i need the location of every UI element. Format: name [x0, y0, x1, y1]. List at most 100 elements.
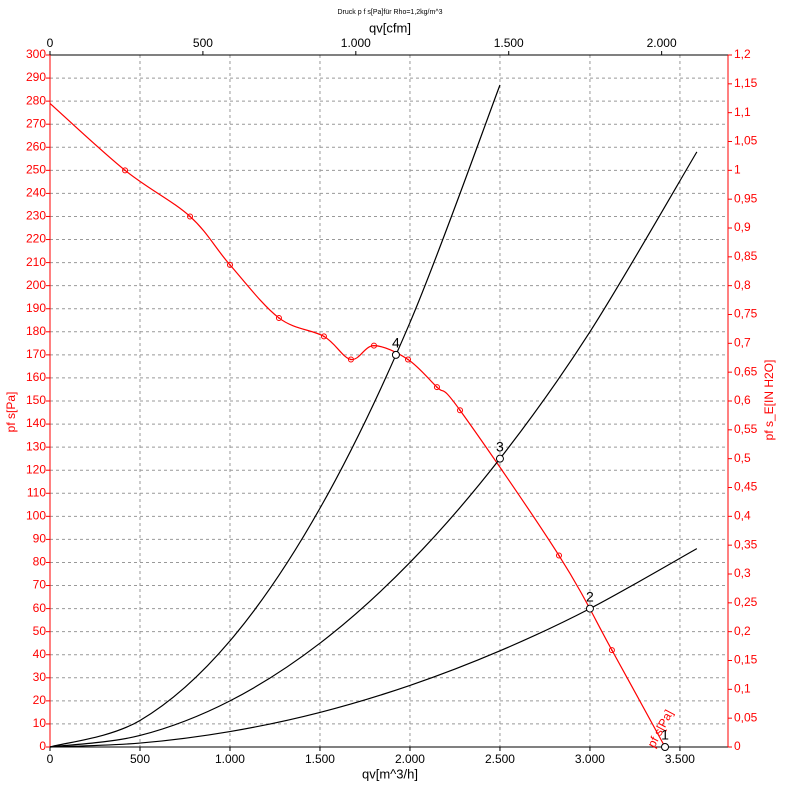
y2-tick-label: 0,5 [734, 451, 751, 465]
y-tick-label: 20 [33, 693, 47, 707]
y2-tick-label: 1 [734, 163, 741, 177]
y-tick-label: 100 [26, 509, 46, 523]
x2-tick-label: 1.000 [341, 36, 371, 50]
marker [370, 342, 377, 349]
marker-dot [323, 335, 325, 338]
y2-tick-label: 1,05 [734, 134, 758, 148]
x-tick-label: 3.000 [575, 752, 605, 766]
y2-tick-label: 0,95 [734, 191, 758, 205]
marker [457, 407, 464, 414]
marker-dot [350, 358, 352, 361]
y2-tick-label: 1,1 [734, 105, 751, 119]
y-tick-label: 220 [26, 232, 46, 246]
marker-dot [278, 317, 280, 319]
y2-tick-label: 0,6 [734, 393, 751, 407]
y-tick-label: 30 [33, 670, 47, 684]
y2-tick-label: 0,8 [734, 278, 751, 292]
x-tick-label: 3.500 [665, 752, 695, 766]
y2-tick-label: 0,75 [734, 307, 758, 321]
marker [320, 333, 327, 340]
x-tick-label: 2.000 [395, 752, 425, 766]
y2-tick-label: 0,35 [734, 537, 758, 551]
y-tick-label: 140 [26, 416, 46, 430]
x-tick-label: 1.500 [305, 752, 335, 766]
y-tick-label: 70 [33, 578, 47, 592]
curve [49, 84, 501, 748]
marker [122, 167, 129, 174]
marker-dot [124, 169, 126, 172]
marker-dot [189, 215, 191, 218]
y-tick-label: 50 [33, 624, 47, 638]
operating-point-label: 4 [392, 335, 400, 351]
y2-tick-label: 0,3 [734, 566, 751, 580]
y2-tick-label: 0,45 [734, 480, 758, 494]
y2-tick-label: 0,7 [734, 336, 751, 350]
y2-tick-label: 0,1 [734, 682, 751, 696]
y2-tick-label: 0,4 [734, 509, 751, 523]
y-tick-label: 240 [26, 186, 46, 200]
marker-dot [373, 344, 375, 347]
marker-dot [459, 409, 461, 412]
x2-axis-label: qv[cfm] [369, 20, 411, 35]
y-tick-label: 150 [26, 393, 46, 407]
y-tick-label: 130 [26, 439, 46, 453]
marker [404, 356, 411, 363]
operating-point [495, 454, 504, 463]
operating-point [661, 743, 670, 751]
y-tick-label: 10 [33, 716, 47, 730]
y-tick-label: 210 [26, 255, 46, 269]
y-tick-label: 180 [26, 324, 46, 338]
curve [49, 151, 698, 748]
marker [226, 261, 233, 268]
operating-point-label: 2 [586, 588, 594, 604]
chart-title: Druck p f s[Pa]für Rho=1,2kg/m^3 [337, 9, 442, 16]
y-tick-label: 60 [33, 601, 47, 615]
x2-tick-label: 500 [193, 36, 213, 50]
y2-tick-label: 0,55 [734, 422, 758, 436]
x-tick-label: 2.500 [485, 752, 515, 766]
y2-tick-label: 0 [734, 739, 741, 753]
marker [555, 552, 562, 559]
y2-tick-label: 0,2 [734, 624, 751, 638]
x2-tick-label: 2.000 [647, 36, 677, 50]
y-tick-label: 270 [26, 116, 46, 130]
y-tick-label: 260 [26, 139, 46, 153]
curve [49, 102, 666, 748]
y2-tick-label: 0,85 [734, 249, 758, 263]
y-tick-label: 80 [33, 555, 47, 569]
y-tick-label: 90 [33, 532, 47, 546]
y-axis-label: pf s[Pa] [4, 392, 18, 433]
marker-dot [611, 649, 613, 651]
x2-tick-label: 1.500 [494, 36, 524, 50]
x-tick-label: 500 [130, 752, 150, 766]
marker [608, 647, 615, 654]
y2-tick-label: 0,15 [734, 653, 758, 667]
y-tick-label: 120 [26, 462, 46, 476]
operating-point [585, 604, 594, 613]
marker-dot [407, 358, 409, 361]
x-tick-label: 1.000 [215, 752, 245, 766]
y-tick-label: 170 [26, 347, 46, 361]
y-tick-label: 160 [26, 370, 46, 384]
y-tick-label: 300 [26, 47, 46, 61]
y2-axis-label: pf s_E[IN H2O] [762, 360, 776, 441]
y-tick-label: 40 [33, 647, 47, 661]
marker-dot [229, 264, 231, 266]
y-tick-label: 290 [26, 70, 46, 84]
y-tick-label: 230 [26, 209, 46, 223]
operating-point-label: 3 [496, 438, 504, 454]
marker-dot [558, 554, 560, 557]
x-axis-label: qv[m^3/h] [362, 766, 418, 781]
marker [275, 314, 282, 321]
y2-tick-label: 0,25 [734, 595, 758, 609]
y2-tick-label: 1,15 [734, 76, 758, 90]
y-tick-label: 200 [26, 278, 46, 292]
y2-tick-label: 1,2 [734, 47, 751, 61]
marker [433, 384, 440, 391]
operating-point-label: 1 [661, 727, 669, 743]
operating-point [391, 350, 400, 359]
y2-tick-label: 0,65 [734, 364, 758, 378]
y2-tick-label: 0,9 [734, 220, 751, 234]
y-tick-label: 190 [26, 301, 46, 315]
